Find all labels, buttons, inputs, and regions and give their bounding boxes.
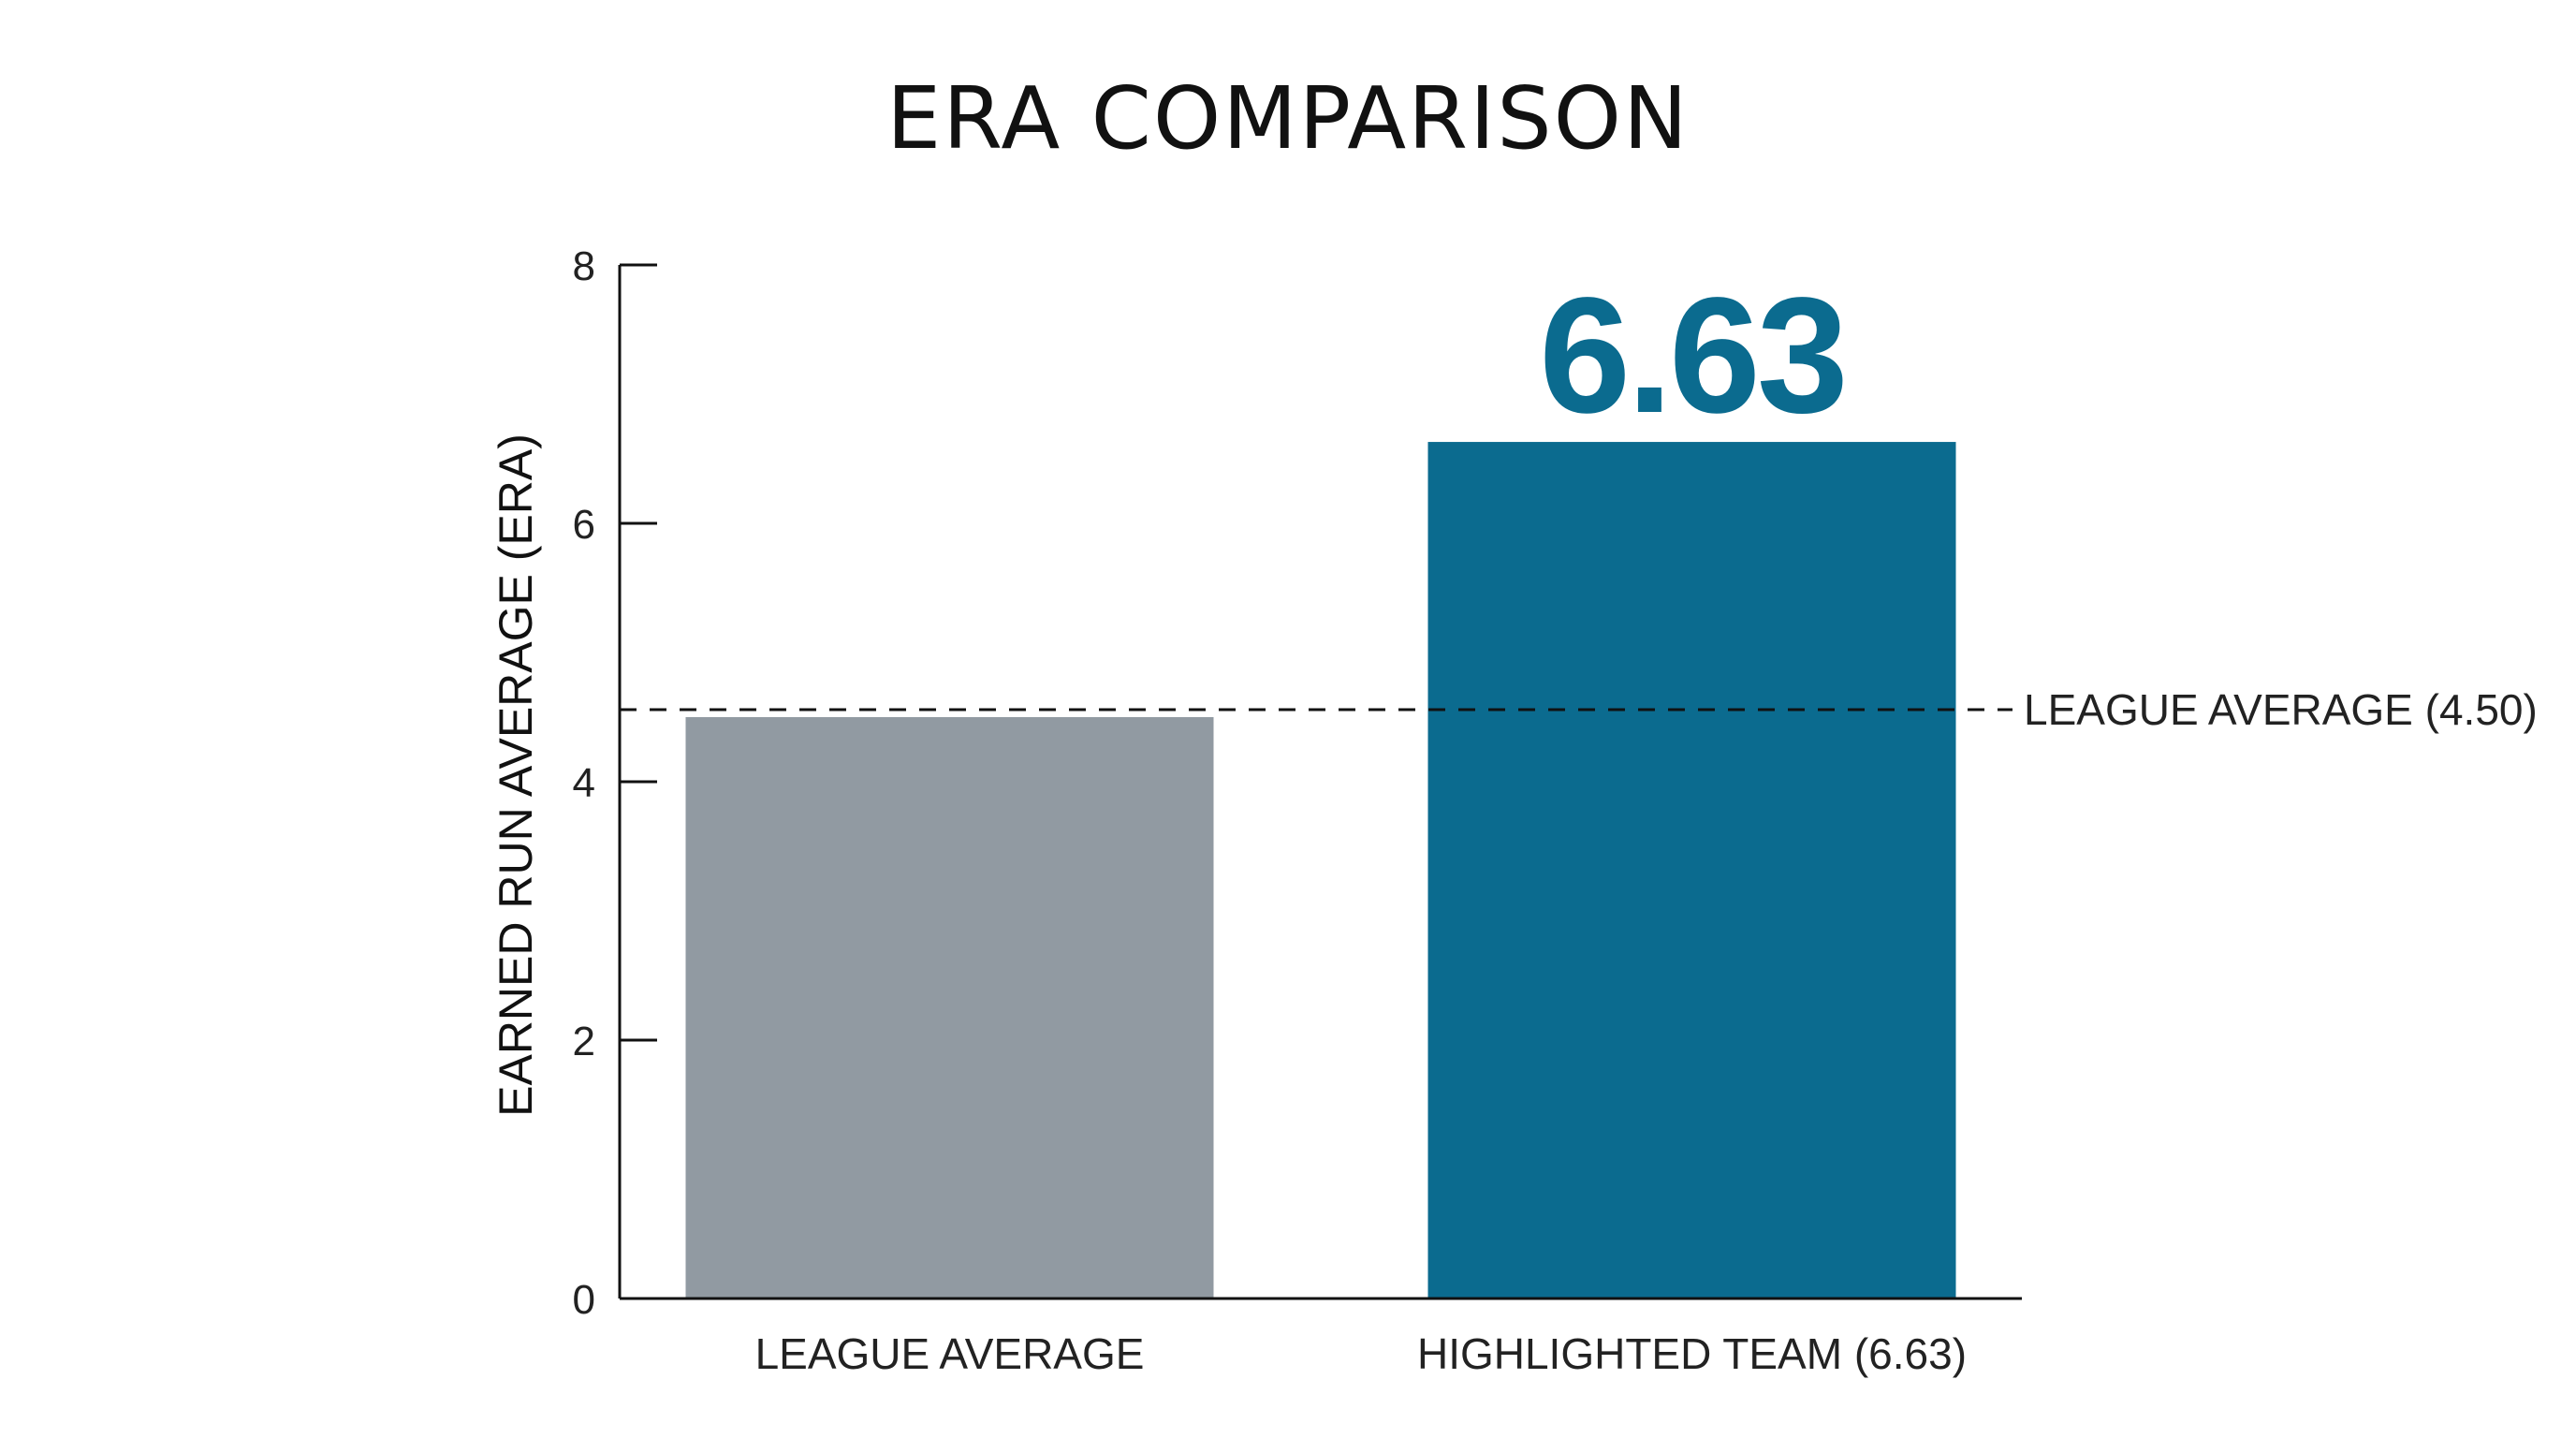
x-category-label: LEAGUE AVERAGE [755,1329,1145,1378]
league-average-reference-label: LEAGUE AVERAGE (4.50) [2024,685,2538,734]
bar-0 [685,717,1214,1299]
y-axis-label: EARNED RUN AVERAGE (ERA) [490,433,542,1117]
x-category-label: HIGHLIGHTED TEAM (6.63) [1417,1329,1967,1378]
bars [685,442,1956,1299]
y-tick-label: 2 [573,1019,595,1064]
category-labels: LEAGUE AVERAGE HIGHLIGHTED TEAM (6.63) 6.6… [755,264,1967,1378]
y-tick-label: 0 [573,1277,595,1323]
y-tick-label: 8 [573,243,595,289]
y-tick-label: 4 [573,760,595,806]
bar-1 [1427,442,1956,1299]
bar-value-label: 6.63 [1539,264,1845,448]
y-tick-label: 6 [573,502,595,548]
y-axis-ticks: 0 2 4 6 8 [573,243,657,1323]
chart-title: ERA COMPARISON [886,68,1690,169]
